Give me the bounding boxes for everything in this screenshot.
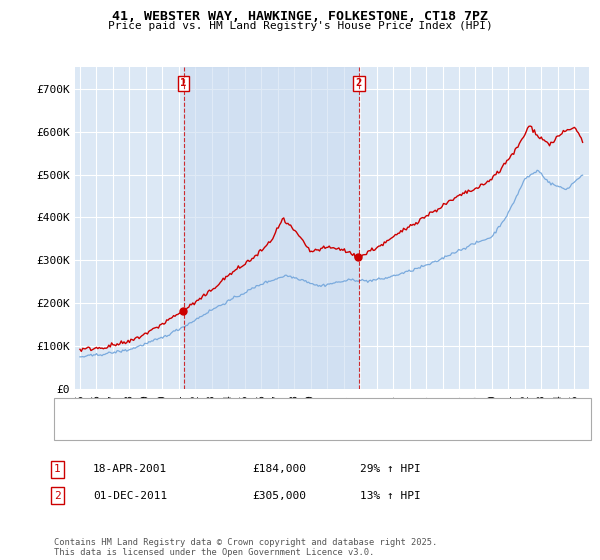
Text: 2: 2 (54, 491, 61, 501)
Text: HPI: Average price, detached house, Folkestone and Hythe: HPI: Average price, detached house, Folk… (99, 424, 435, 434)
Text: £184,000: £184,000 (252, 464, 306, 474)
Text: £305,000: £305,000 (252, 491, 306, 501)
Text: 2: 2 (356, 78, 362, 88)
Text: Price paid vs. HM Land Registry's House Price Index (HPI): Price paid vs. HM Land Registry's House … (107, 21, 493, 31)
Text: 01-DEC-2011: 01-DEC-2011 (93, 491, 167, 501)
Text: 1: 1 (181, 78, 187, 88)
Bar (184, 67, 359, 389)
Text: 29% ↑ HPI: 29% ↑ HPI (360, 464, 421, 474)
Text: 18-APR-2001: 18-APR-2001 (93, 464, 167, 474)
Text: Contains HM Land Registry data © Crown copyright and database right 2025.
This d: Contains HM Land Registry data © Crown c… (54, 538, 437, 557)
Text: 1: 1 (54, 464, 61, 474)
Text: 13% ↑ HPI: 13% ↑ HPI (360, 491, 421, 501)
Text: 41, WEBSTER WAY, HAWKINGE, FOLKESTONE, CT18 7PZ: 41, WEBSTER WAY, HAWKINGE, FOLKESTONE, C… (112, 10, 488, 22)
Text: 41, WEBSTER WAY, HAWKINGE, FOLKESTONE, CT18 7PZ (detached house): 41, WEBSTER WAY, HAWKINGE, FOLKESTONE, C… (99, 404, 483, 414)
